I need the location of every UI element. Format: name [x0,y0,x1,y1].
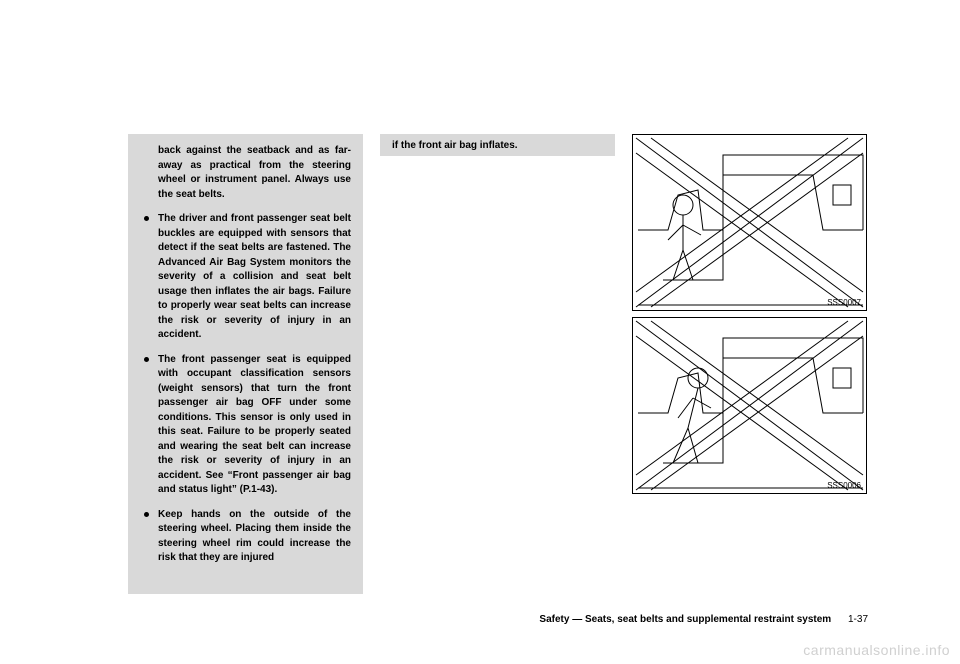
bullet-text: The front passenger seat is equipped wit… [158,354,351,496]
footer-section: Safety — Seats, seat belts and supplemen… [539,614,831,625]
figure-label: SSS0007 [827,298,861,307]
bullet-text: The driver and front passenger seat belt… [158,213,351,340]
illustration-svg [633,318,866,493]
left-column-box: back against the seatback and as far-awa… [128,134,363,594]
figure-label: SSS0006 [827,481,861,490]
watermark: carmanualsonline.info [803,642,950,658]
bullet-item: The driver and front passenger seat belt… [140,212,351,343]
footer-page-number: 1-37 [848,614,868,625]
bullet-item: The front passenger seat is equipped wit… [140,353,351,498]
continuation-paragraph: back against the seatback and as far-awa… [140,144,351,202]
bullet-item: Keep hands on the outside of the steerin… [140,508,351,566]
page-footer: Safety — Seats, seat belts and supplemen… [380,614,868,625]
illustration-svg [633,135,866,310]
bullet-text: Keep hands on the outside of the steerin… [158,509,351,564]
continuation-text: if the front air bag inflates. [392,140,518,151]
figure-group: SSS0007 [632,134,867,500]
figure-bottom: SSS0006 [632,317,867,494]
bullet-list: The driver and front passenger seat belt… [140,212,351,566]
middle-column-box: if the front air bag inflates. [380,134,615,156]
page: back against the seatback and as far-awa… [0,0,960,664]
figure-top: SSS0007 [632,134,867,311]
